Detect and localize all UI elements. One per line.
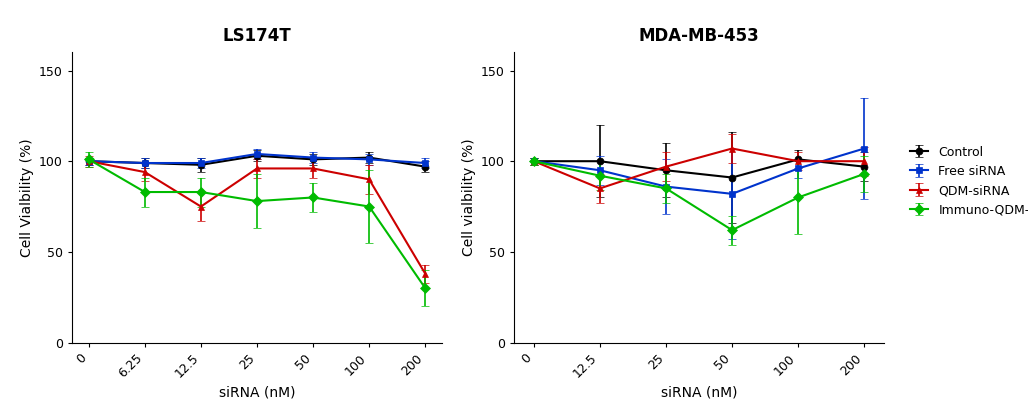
Legend: Control, Free siRNA, QDM-siRNA, Immuno-QDM-siRNA: Control, Free siRNA, QDM-siRNA, Immuno-Q…: [906, 142, 1028, 220]
X-axis label: siRNA (nM): siRNA (nM): [219, 386, 295, 400]
X-axis label: siRNA (nM): siRNA (nM): [661, 386, 737, 400]
Y-axis label: Cell Vialbility (%): Cell Vialbility (%): [20, 138, 34, 257]
Title: MDA-MB-453: MDA-MB-453: [638, 27, 760, 45]
Title: LS174T: LS174T: [223, 27, 291, 45]
Y-axis label: Cell vialbility (%): Cell vialbility (%): [462, 139, 476, 256]
